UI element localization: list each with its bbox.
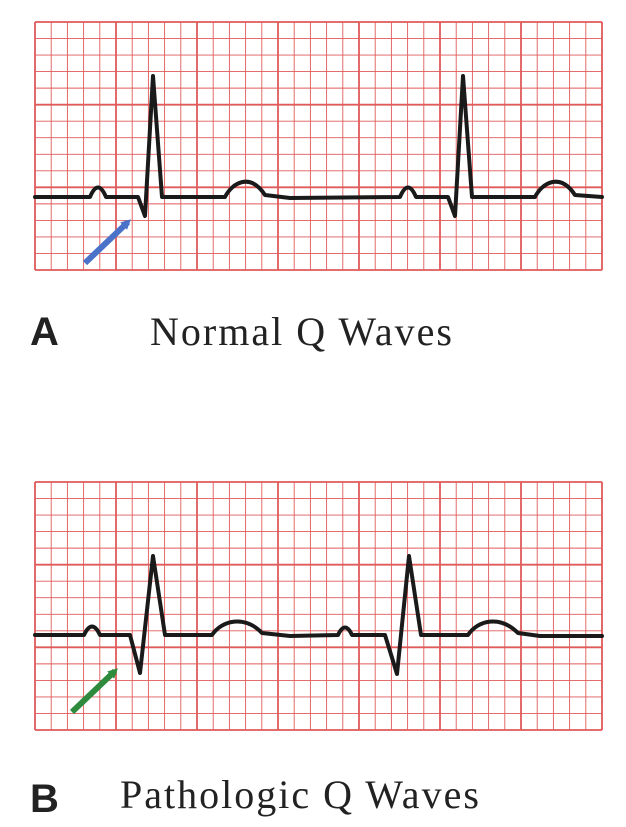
panel-caption: Pathologic Q Waves [120, 772, 481, 817]
ecg-grid [34, 21, 603, 271]
panel-label: A [30, 310, 59, 354]
ecg-trace [33, 554, 604, 676]
ecg-grid [34, 481, 603, 731]
panel-caption: Normal Q Waves [150, 309, 454, 354]
arrow [69, 668, 118, 715]
arrow [82, 219, 131, 266]
ecg-trace [33, 74, 604, 218]
panel-label: B [30, 777, 59, 821]
